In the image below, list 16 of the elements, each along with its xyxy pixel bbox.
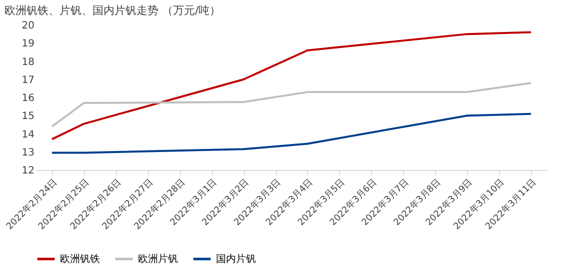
legend-label: 国内片钒 xyxy=(216,253,256,265)
y-tick-label: 13 xyxy=(22,147,34,158)
line-series xyxy=(50,31,532,140)
legend-label: 欧洲片钒 xyxy=(138,253,178,265)
line-series xyxy=(50,82,532,128)
y-tick-label: 20 xyxy=(22,20,34,32)
y-tick-label: 18 xyxy=(22,56,34,68)
y-tick-label: 17 xyxy=(22,74,34,86)
y-tick-label: 12 xyxy=(22,166,34,176)
y-tick-label: 15 xyxy=(22,111,34,122)
line-series xyxy=(50,112,532,154)
y-tick-label: 16 xyxy=(22,93,34,104)
y-tick-label: 19 xyxy=(22,38,34,50)
y-tick-label: 14 xyxy=(22,129,34,140)
chart-title: 欧洲钒铁、片钒、国内片钒走势 （万元/吨） xyxy=(4,4,221,17)
legend-label: 欧洲钒铁 xyxy=(60,253,100,265)
